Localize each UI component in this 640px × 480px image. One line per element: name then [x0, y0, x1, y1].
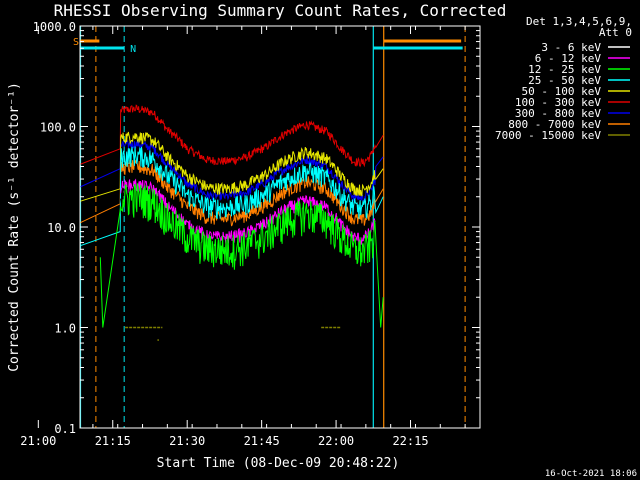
legend-label-5: 100 - 300 keV — [515, 96, 601, 109]
plot-frame — [79, 25, 481, 429]
series-line-4 — [79, 146, 384, 247]
y-tick-label-1: 1.0 — [54, 322, 76, 336]
series-line-1 — [79, 139, 384, 203]
series-line-2 — [79, 131, 384, 202]
x-tick-label-5: 22:15 — [392, 434, 428, 448]
legend-label-1: 6 - 12 keV — [535, 52, 602, 65]
y-tick-label-3: 100.0 — [40, 121, 76, 135]
n-flag-label: N — [130, 44, 136, 55]
series-line-5 — [120, 178, 376, 246]
legend-header-0: Det 1,3,4,5,6,9, — [526, 15, 632, 28]
x-tick-label-3: 21:45 — [244, 434, 280, 448]
series-line-0 — [79, 104, 384, 168]
x-tick-label-1: 21:15 — [95, 434, 131, 448]
legend-label-8: 7000 - 15000 keV — [495, 129, 601, 142]
y-tick-label-4: 1000.0 — [33, 20, 76, 34]
y-axis-label: Corrected Count Rate (s⁻¹ detector⁻¹) — [7, 82, 22, 372]
x-axis-label: Start Time (08-Dec-09 20:48:22) — [157, 456, 400, 471]
legend-header-1: Att 0 — [599, 26, 632, 39]
y-tick-label-2: 10.0 — [47, 221, 76, 235]
series-line-7 — [99, 183, 384, 328]
legend-label-7: 800 - 7000 keV — [508, 118, 601, 131]
chart-title: RHESSI Observing Summary Count Rates, Co… — [54, 1, 507, 20]
legend-label-3: 25 - 50 keV — [528, 74, 601, 87]
legend-label-2: 12 - 25 keV — [528, 63, 601, 76]
s-flag-label: S — [73, 37, 79, 48]
x-tick-label-0: 21:00 — [20, 434, 56, 448]
x-tick-label-2: 21:30 — [169, 434, 205, 448]
legend-label-0: 3 - 6 keV — [541, 41, 601, 54]
legend-label-4: 50 - 100 keV — [522, 85, 602, 98]
data-curves — [79, 104, 384, 341]
legend-label-6: 300 - 800 keV — [515, 107, 601, 120]
x-tick-label-4: 22:00 — [318, 434, 354, 448]
axis-ticks: 21:00 21:15 21:30 21:45 22:00 22:15 0.1 1.0 10.0… — [20, 20, 480, 448]
y-tick-label-0: 0.1 — [54, 422, 76, 436]
flag-markers: SN — [73, 26, 466, 428]
timestamp: 16-Oct-2021 18:06 — [545, 469, 637, 479]
